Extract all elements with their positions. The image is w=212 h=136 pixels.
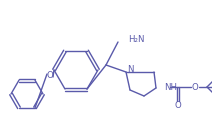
Text: O: O: [175, 101, 181, 110]
Text: H₂N: H₂N: [128, 35, 145, 44]
Text: O: O: [47, 72, 53, 81]
Text: O: O: [192, 83, 198, 92]
Text: NH: NH: [164, 83, 177, 92]
Text: N: N: [127, 66, 133, 75]
